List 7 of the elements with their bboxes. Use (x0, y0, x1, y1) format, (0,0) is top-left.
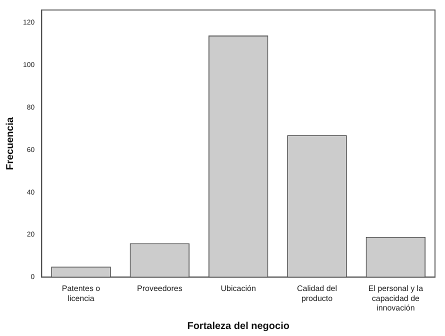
x-tick-label: Ubicación (220, 284, 256, 294)
x-tick-label: Calidad del producto (296, 284, 338, 303)
x-tick-label: Patentes o licencia (62, 284, 101, 303)
x-tick-label: Proveedores (136, 284, 182, 294)
y-axis-title: Frecuencia (4, 116, 16, 170)
x-axis-title: Fortaleza del negocio (187, 320, 290, 332)
x-tick-label: El personal y la capacidad de innovación (368, 284, 424, 312)
